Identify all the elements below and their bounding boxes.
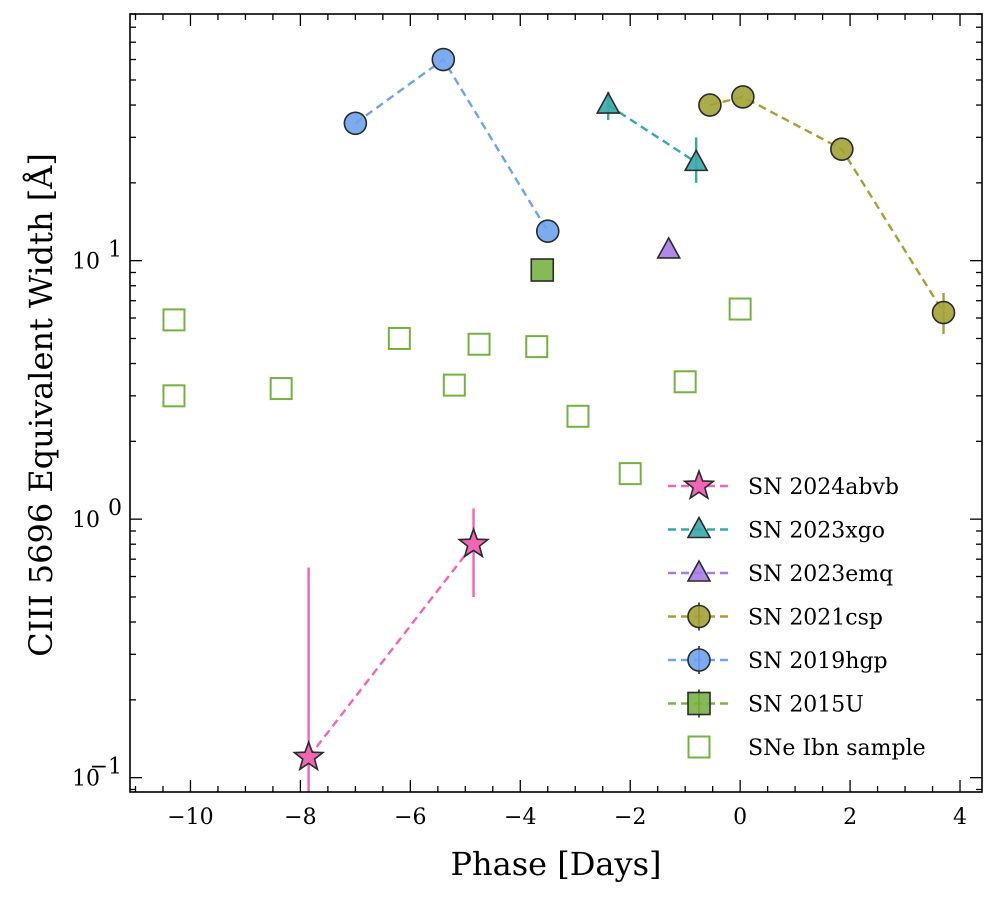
y-tick-label: 10 (72, 767, 100, 792)
legend-label: SN 2024abvb (748, 475, 899, 500)
series-0 (292, 508, 491, 792)
x-axis-label: Phase [Days] (451, 845, 662, 883)
legend-marker (687, 691, 711, 716)
legend-entry-5: SN 2015U (668, 689, 864, 718)
series-2 (656, 236, 682, 259)
series-line (607, 104, 697, 164)
series-line (354, 57, 549, 232)
legend-entry-2: SN 2023emq (668, 559, 893, 587)
legend-label: SN 2021csp (748, 606, 883, 631)
data-point (162, 384, 186, 408)
x-tick-label: −2 (614, 805, 646, 830)
y-tick-exponent: 1 (108, 238, 122, 263)
data-layer (162, 47, 956, 792)
x-tick-label: −4 (504, 805, 536, 830)
data-point (830, 137, 854, 161)
y-tick-exponent: 0 (108, 496, 122, 521)
data-point (442, 373, 466, 397)
series-1 (595, 91, 709, 183)
legend-label: SN 2023xgo (748, 519, 885, 544)
legend-marker (687, 604, 711, 629)
legend-marker (687, 735, 711, 759)
data-point (457, 526, 491, 559)
data-point (530, 258, 555, 282)
data-point (162, 308, 186, 332)
legend-entry-1: SN 2023xgo (668, 515, 885, 544)
legend-label: SN 2015U (748, 693, 864, 718)
data-point (431, 47, 456, 72)
x-tick-label: 2 (843, 805, 857, 830)
legend-label: SN 2023emq (748, 562, 893, 587)
legend-entry-4: SN 2019hgp (668, 646, 888, 674)
series-4 (343, 47, 560, 244)
x-tick-label: 4 (953, 805, 967, 830)
x-tick-label: −6 (394, 805, 426, 830)
legend-marker (687, 648, 711, 672)
legend-marker (686, 559, 712, 582)
legend-label: SNe Ibn sample (748, 736, 926, 761)
legend-marker (682, 468, 716, 501)
y-axis-label: CIII 5696 Equivalent Width [Å] (22, 153, 60, 657)
plot-area (162, 47, 956, 792)
data-point (292, 739, 326, 772)
data-point (387, 326, 411, 350)
x-tick-label: −10 (167, 805, 213, 830)
legend-entry-3: SN 2021csp (668, 602, 883, 631)
series-line (709, 95, 945, 314)
data-point (698, 93, 722, 117)
series-6 (162, 297, 752, 486)
y-tick-label: 10 (72, 508, 100, 533)
series-3 (698, 85, 956, 335)
legend: SN 2024abvb SN 2023xgo SN 2023emq SN 2021cs… (668, 468, 926, 761)
y-tick-label: 10 (72, 250, 100, 275)
legend-label: SN 2019hgp (748, 649, 888, 674)
data-point (566, 404, 590, 428)
data-point (467, 332, 491, 356)
y-tick-exponent: −1 (90, 755, 122, 780)
data-point (683, 148, 709, 172)
data-point (931, 300, 956, 325)
data-point (728, 297, 752, 321)
data-point (269, 377, 293, 401)
data-point (656, 236, 682, 259)
data-point (525, 335, 549, 359)
series-5 (530, 258, 555, 282)
x-tick-label: 0 (733, 805, 747, 830)
data-point (618, 462, 642, 486)
plot-frame (129, 13, 983, 793)
data-point (673, 370, 697, 394)
legend-marker (686, 515, 712, 539)
x-tick-label: −8 (284, 805, 316, 830)
data-point (731, 85, 755, 109)
data-point (595, 91, 621, 114)
data-point (343, 111, 368, 136)
legend-entry-6: SNe Ibn sample (687, 735, 926, 761)
series-line (307, 543, 475, 758)
data-point (535, 219, 560, 244)
legend-entry-0: SN 2024abvb (668, 468, 899, 501)
